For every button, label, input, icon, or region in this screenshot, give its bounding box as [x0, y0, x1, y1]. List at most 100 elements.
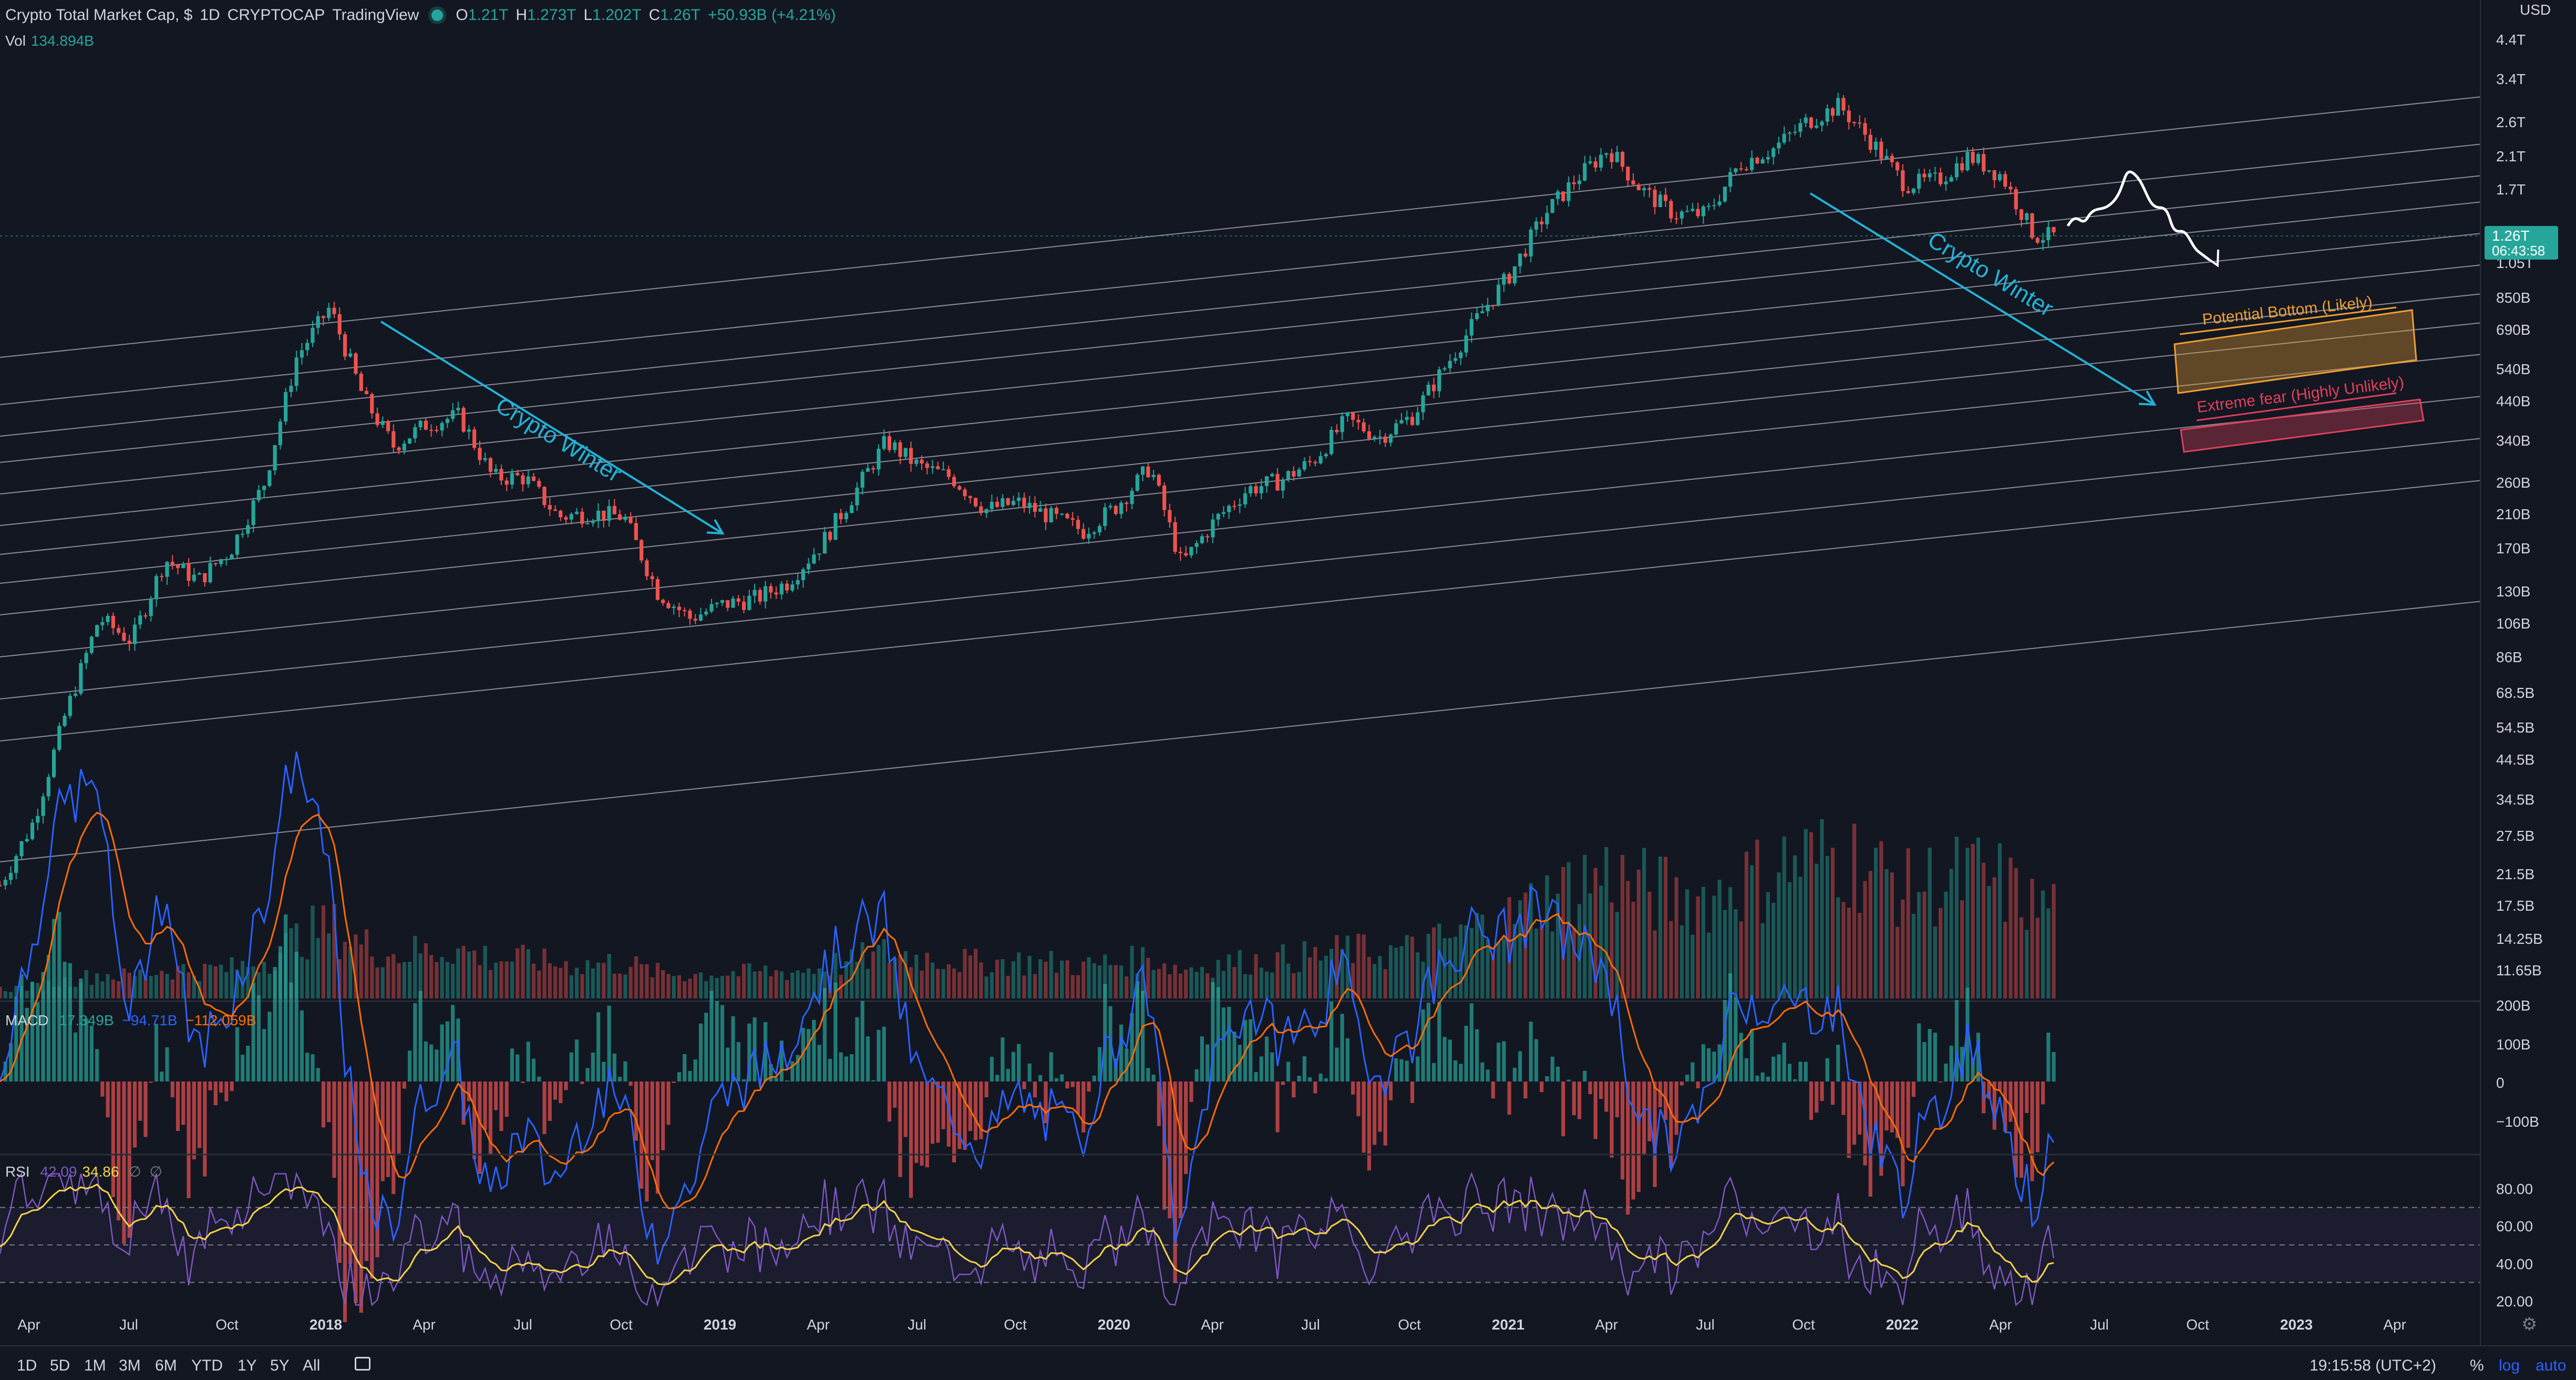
macd-hist-bar	[1954, 1000, 1959, 1082]
candle-body	[1373, 437, 1377, 439]
volume-bar	[321, 905, 326, 998]
volume-bar	[1216, 960, 1220, 998]
candle-body	[914, 459, 919, 464]
volume-bar	[1410, 936, 1415, 998]
volume-bar	[1259, 967, 1263, 998]
auto-scale-button[interactable]: auto	[2536, 1357, 2567, 1374]
candle-body	[348, 353, 353, 357]
volume-bar	[1647, 891, 1652, 998]
calendar-goto-icon[interactable]	[355, 1357, 370, 1371]
candle-body	[1836, 98, 1840, 116]
macd-hist-bar	[208, 1082, 212, 1090]
volume-bar	[591, 968, 595, 998]
timeframe-5y[interactable]: 5Y	[270, 1357, 290, 1374]
candle-body	[1723, 187, 1727, 202]
macd-hist-bar	[1275, 1082, 1280, 1132]
volume-bar	[224, 972, 229, 998]
candle-body	[1809, 117, 1813, 128]
macd-hist-bar	[1744, 1058, 1749, 1082]
candle-body	[1356, 419, 1361, 423]
timeframe-1m[interactable]: 1M	[84, 1357, 106, 1374]
volume-bar	[461, 946, 466, 998]
volume-bar	[1011, 961, 1016, 998]
macd-hist-bar	[1378, 1082, 1382, 1132]
macd-hist-bar	[1491, 1082, 1495, 1099]
macd-hist-bar	[521, 1082, 525, 1083]
candle-body	[796, 580, 800, 585]
macd-hist-bar	[1497, 1043, 1501, 1082]
time-tick-label: 2019	[704, 1316, 736, 1333]
channel-line	[0, 601, 2481, 862]
chart-settings-gear-icon[interactable]: ⚙	[2521, 1314, 2538, 1334]
macd-hist-bar	[305, 1053, 310, 1082]
time-tick-label: Oct	[1398, 1316, 1421, 1333]
volume-bar	[1879, 841, 1883, 998]
volume-bar	[548, 963, 552, 998]
volume-bar	[472, 950, 477, 998]
volume-bar	[882, 939, 886, 998]
volume-bar	[521, 944, 525, 998]
candle-body	[84, 653, 88, 663]
current-price-value: 1.26T	[2492, 228, 2530, 244]
macd-hist-bar	[176, 1082, 180, 1131]
candle-body	[1841, 98, 1846, 111]
log-scale-button[interactable]: log	[2499, 1357, 2520, 1374]
rsi-legend[interactable]: RSI 42.09 34.86 ∅ ∅	[5, 1163, 162, 1180]
volume-legend[interactable]: Vol 134.894B	[5, 33, 94, 49]
candle-body	[602, 510, 606, 521]
macd-hist-bar	[1620, 1082, 1625, 1180]
candle-body	[774, 592, 778, 595]
macd-hist-bar	[553, 1082, 558, 1100]
candle-body	[655, 579, 660, 600]
macd-hist-bar	[1658, 1082, 1662, 1108]
volume-bar	[1944, 891, 1948, 998]
volume-bar	[192, 975, 196, 998]
candle-body	[165, 562, 169, 577]
candle-body	[860, 471, 864, 488]
candle-body	[1982, 154, 1986, 172]
volume-bar	[1388, 945, 1393, 998]
interval-label[interactable]: 1D	[200, 6, 220, 24]
candle-body	[1604, 153, 1609, 155]
timeframe-1y[interactable]: 1Y	[238, 1357, 257, 1374]
macd-hist-bar	[510, 1048, 514, 1082]
candle-body	[1691, 209, 1695, 211]
macd-hist-bar	[1049, 1052, 1053, 1082]
macd-legend[interactable]: MACD 17.349B −94.71B −112.059B	[5, 1012, 256, 1029]
volume-bar	[240, 961, 245, 998]
volume-bar	[1027, 955, 1032, 998]
time-tick-label: Jul	[1301, 1316, 1320, 1333]
candle-body	[596, 510, 601, 521]
timeframe-5d[interactable]: 5D	[50, 1357, 70, 1374]
candle-body	[1092, 532, 1096, 534]
volume-bar	[1157, 969, 1161, 998]
timeframe-6m[interactable]: 6M	[155, 1357, 177, 1374]
volume-bar	[208, 964, 212, 998]
macd-hist-bar	[1189, 1082, 1193, 1103]
macd-hist-bar	[213, 1082, 218, 1106]
volume-bar	[1243, 974, 1248, 998]
symbol-title[interactable]: Crypto Total Market Cap, $	[5, 6, 193, 24]
macd-hist-bar	[235, 1027, 239, 1082]
potential-bottom-underline	[2179, 306, 2397, 335]
timeframe-all[interactable]: All	[303, 1357, 321, 1374]
macd-hist-bar	[170, 1082, 174, 1098]
macd-hist-bar	[736, 1042, 740, 1082]
timeframe-3m[interactable]: 3M	[119, 1357, 141, 1374]
macd-hist-bar	[984, 1082, 988, 1097]
timeframe-ytd[interactable]: YTD	[191, 1357, 223, 1374]
timeframe-1d[interactable]: 1D	[17, 1357, 37, 1374]
percent-scale-button[interactable]: %	[2470, 1357, 2484, 1374]
candle-body	[963, 489, 967, 497]
volume-bar	[343, 942, 347, 998]
candle-body	[1324, 454, 1328, 457]
clock-timezone[interactable]: 19:15:58 (UTC+2)	[2310, 1357, 2436, 1374]
candle-body	[1971, 151, 1975, 163]
volume-bar	[596, 962, 601, 998]
volume-bar	[1324, 955, 1328, 998]
volume-bar	[478, 965, 482, 998]
volume-bar	[122, 968, 126, 998]
volume-bar	[925, 953, 929, 998]
macd-hist-bar	[1297, 1076, 1301, 1082]
